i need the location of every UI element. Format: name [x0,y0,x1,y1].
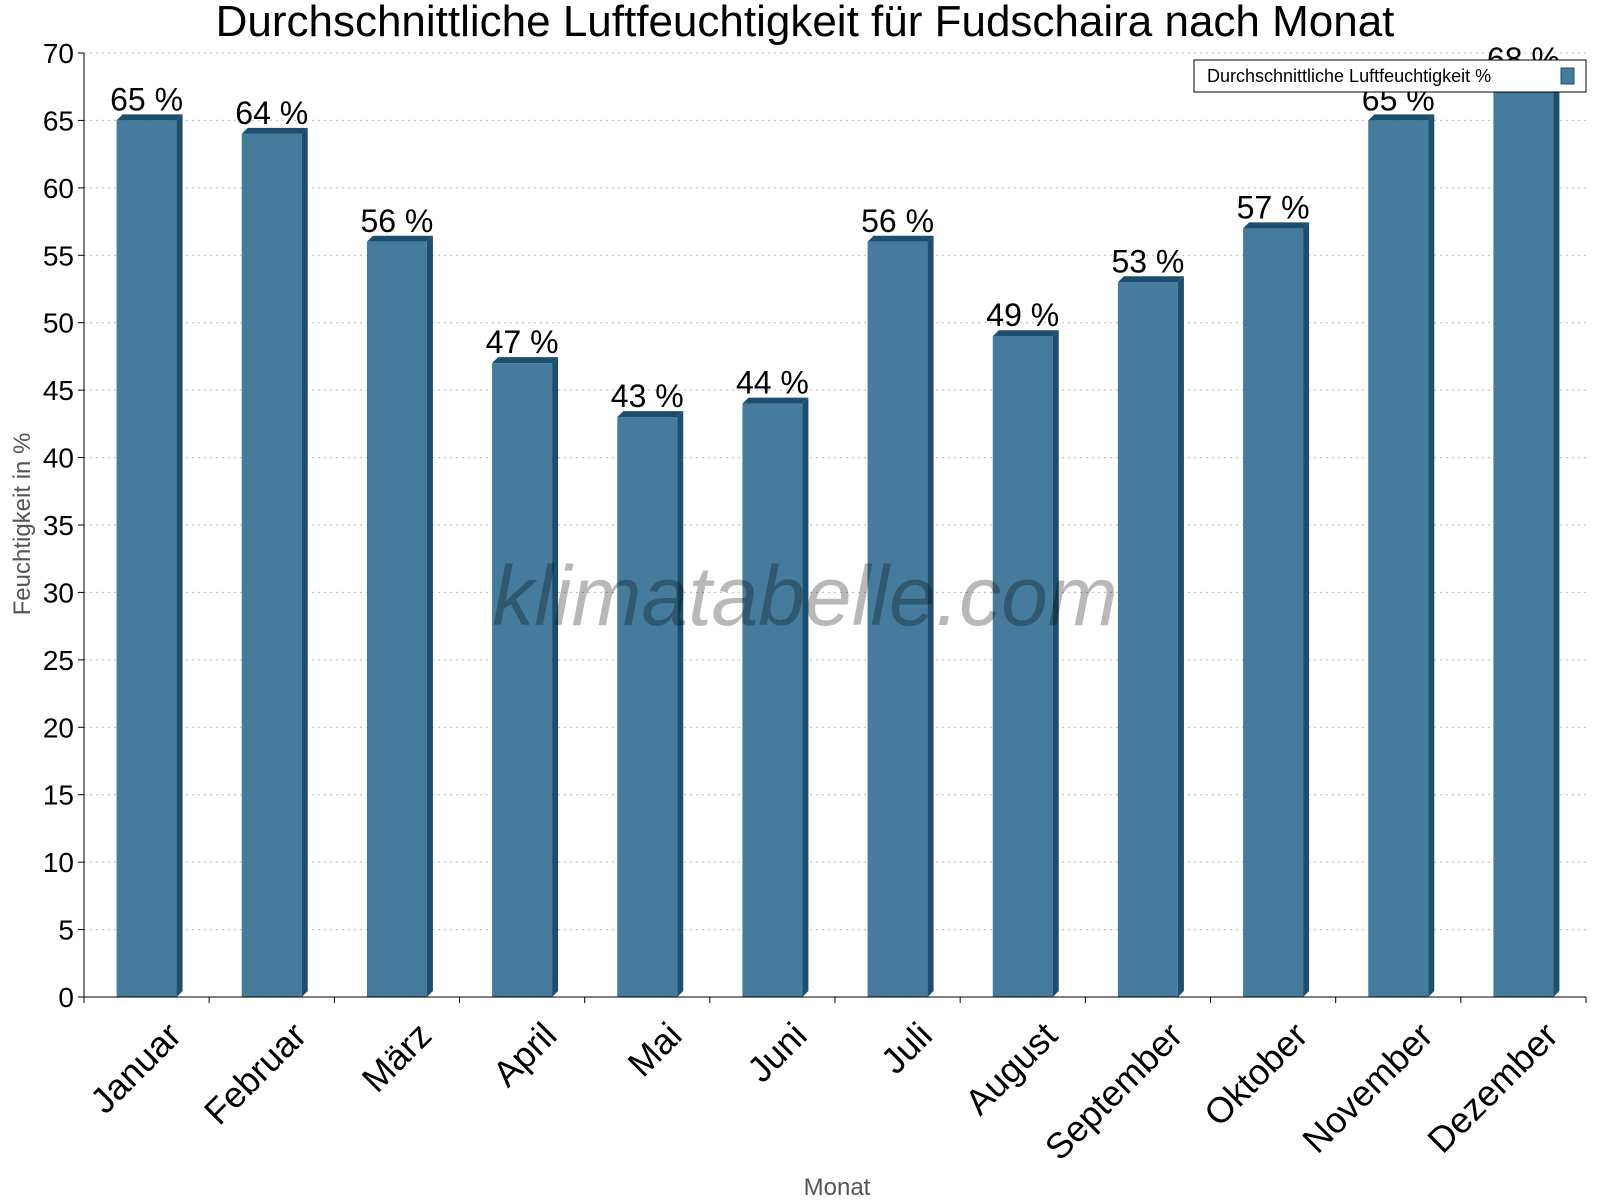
bar-side [1553,73,1560,997]
bars [116,73,1560,998]
bar [992,330,1059,997]
bar-top [366,235,433,242]
y-tick-label: 25 [43,645,74,676]
x-tick-label: Februar [196,1014,314,1132]
data-label: 53 % [1111,243,1184,279]
bar-front [366,241,427,998]
bar-top [992,330,1059,337]
legend-box [1193,59,1587,93]
grid-lines [84,52,1586,931]
x-tick-labels: Januar Februar März April Mai Juni Juli AugustS… [82,1014,1566,1168]
y-tick-label: 5 [58,915,74,946]
bar-front [867,241,928,998]
bar-side [1052,330,1059,997]
bar-top [1243,222,1310,229]
bar-front [116,120,177,997]
bar-side [552,357,559,998]
y-tick-label: 40 [43,443,74,474]
bar [1368,114,1435,997]
x-tick-label: Januar [82,1014,189,1121]
bar-side [301,127,308,997]
y-tick-label: 30 [43,577,74,608]
y-tick-label: 20 [43,712,74,743]
x-tick-label: März [354,1014,440,1100]
bar-top [617,411,684,418]
x-tick-label: Mai [620,1014,690,1084]
bar-top [1117,276,1184,283]
y-tick-label: 50 [43,308,74,339]
bar-side [1177,276,1184,997]
bar-top [867,235,934,242]
bar-side [927,235,934,998]
x-tick-label: Dezember [1419,1014,1565,1160]
bar [867,235,934,998]
x-tick-label: November [1294,1014,1440,1160]
bar-top [492,357,559,364]
bar-front [742,403,803,998]
bar-front [617,417,678,998]
y-tick-label: 15 [43,780,74,811]
bar-front [1243,228,1304,998]
bar-front [1117,282,1178,997]
bar-front [992,336,1053,997]
data-label: 57 % [1237,189,1310,225]
x-tick-label: Oktober [1196,1014,1316,1134]
data-label: 44 % [736,365,809,401]
bar [1493,73,1560,997]
y-tick-label: 45 [43,375,74,406]
bar [1117,276,1184,997]
watermark: klimatabelle.com [492,549,1118,643]
legend-swatch [1560,67,1575,85]
x-tick-label: September [1037,1014,1191,1168]
bar-front [241,133,302,997]
data-label: 47 % [486,324,559,360]
x-tick-label: Juni [739,1014,815,1090]
axes [78,52,1587,1003]
bar-front [492,363,553,998]
bar-side [1303,222,1310,998]
y-tick-label: 10 [43,847,74,878]
bar [742,397,809,998]
bar [492,357,559,998]
bar [116,114,183,997]
bar [1243,222,1310,998]
y-tick-label: 55 [43,240,74,271]
bar-top [241,127,308,134]
data-label: 56 % [861,203,934,239]
data-label: 43 % [611,378,684,414]
bar [366,235,433,998]
bar-front [1493,79,1554,997]
y-tick-label: 65 [43,105,74,136]
bar-side [677,411,684,998]
y-tick-label: 0 [58,982,74,1013]
x-tick-label: August [957,1014,1065,1122]
bar-top [742,397,809,404]
data-label: 64 % [235,95,308,131]
data-label: 49 % [986,297,1059,333]
bar [241,127,308,997]
data-label: 56 % [360,203,433,239]
bar-side [802,397,809,998]
bar-side [426,235,433,998]
x-tick-label: April [484,1014,564,1094]
legend: Durchschnittliche Luftfeuchtigkeit % [1193,59,1587,93]
bar-front [1368,120,1429,997]
y-tick-label: 70 [43,38,74,69]
data-label: 65 % [110,81,183,117]
x-axis-label: Monat [804,1174,871,1200]
bar-side [176,114,183,997]
x-tick-label: Juli [873,1014,940,1081]
bar [617,411,684,998]
y-axis-label: Feuchtigkeit in % [9,433,36,616]
data-labels: 65 % 64 % 56 % 47 % 43 % 44 % 56 % 49 % 53 % 57 %… [110,41,1560,414]
y-tick-label: 60 [43,173,74,204]
bar-top [1368,114,1435,121]
legend-entry-label: Durchschnittliche Luftfeuchtigkeit % [1207,66,1491,86]
bar-side [1428,114,1435,997]
y-tick-label: 35 [43,510,74,541]
bar-top [116,114,183,121]
y-tick-labels: 0 5 10 15 20 25 30 35 40 45 50 55 60 65 70 [43,38,74,1013]
chart-title: Durchschnittliche Luftfeuchtigkeit für F… [216,0,1395,46]
